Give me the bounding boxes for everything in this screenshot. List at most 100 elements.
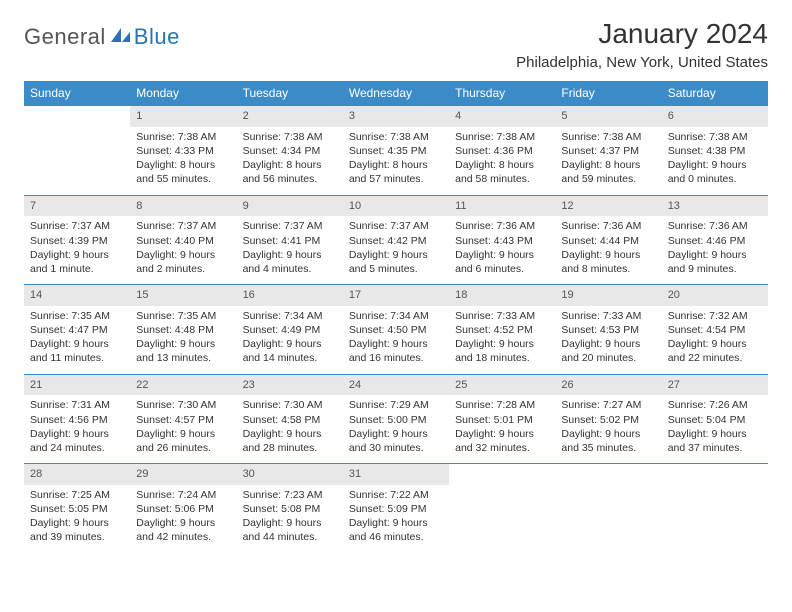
sunset-text: Sunset: 5:01 PM: [455, 413, 549, 427]
sunset-text: Sunset: 4:38 PM: [668, 144, 762, 158]
day-body: Sunrise: 7:36 AMSunset: 4:43 PMDaylight:…: [449, 216, 555, 284]
day-number: 14: [24, 285, 130, 306]
calendar-page: General Blue January 2024 Philadelphia, …: [0, 0, 792, 571]
day-cell: 21 Sunrise: 7:31 AMSunset: 4:56 PMDayligh…: [24, 374, 130, 464]
day-number: 23: [237, 375, 343, 396]
day-body: Sunrise: 7:38 AMSunset: 4:35 PMDaylight:…: [343, 127, 449, 195]
sunset-text: Sunset: 4:46 PM: [668, 234, 762, 248]
day-cell: 24Sunrise: 7:29 AMSunset: 5:00 PMDayligh…: [343, 374, 449, 464]
day-body: Sunrise: 7:25 AMSunset: 5:05 PMDaylight:…: [24, 485, 130, 553]
week-row: 7Sunrise: 7:37 AMSunset: 4:39 PMDaylight…: [24, 195, 768, 285]
daylight-text: Daylight: 9 hours and 24 minutes.: [30, 427, 124, 455]
sunrise-text: Sunrise: 7:29 AM: [349, 398, 443, 412]
sunrise-text: Sunrise: 7:26 AM: [668, 398, 762, 412]
sunrise-text: Sunrise: 7:30 AM: [243, 398, 337, 412]
day-cell: 2Sunrise: 7:38 AMSunset: 4:34 PMDaylight…: [237, 106, 343, 196]
day-body: Sunrise: 7:24 AMSunset: 5:06 PMDaylight:…: [130, 485, 236, 553]
day-number: 15: [130, 285, 236, 306]
logo: General Blue: [24, 24, 180, 50]
day-body: Sunrise: 7:27 AMSunset: 5:02 PMDaylight:…: [555, 395, 661, 463]
sunrise-text: Sunrise: 7:33 AM: [561, 309, 655, 323]
day-cell: [662, 464, 768, 553]
day-body: Sunrise: 7:34 AMSunset: 4:50 PMDaylight:…: [343, 306, 449, 374]
daylight-text: Daylight: 9 hours and 2 minutes.: [136, 248, 230, 276]
day-cell: 28Sunrise: 7:25 AMSunset: 5:05 PMDayligh…: [24, 464, 130, 553]
day-body: Sunrise: 7:36 AMSunset: 4:46 PMDaylight:…: [662, 216, 768, 284]
sunset-text: Sunset: 4:53 PM: [561, 323, 655, 337]
sunrise-text: Sunrise: 7:34 AM: [349, 309, 443, 323]
day-body: Sunrise: 7:37 AMSunset: 4:39 PMDaylight:…: [24, 216, 130, 284]
day-cell: 27Sunrise: 7:26 AMSunset: 5:04 PMDayligh…: [662, 374, 768, 464]
sunrise-text: Sunrise: 7:38 AM: [455, 130, 549, 144]
day-cell: 13Sunrise: 7:36 AMSunset: 4:46 PMDayligh…: [662, 195, 768, 285]
sunset-text: Sunset: 4:41 PM: [243, 234, 337, 248]
day-cell: 8Sunrise: 7:37 AMSunset: 4:40 PMDaylight…: [130, 195, 236, 285]
day-body: [449, 485, 555, 545]
day-cell: 10Sunrise: 7:37 AMSunset: 4:42 PMDayligh…: [343, 195, 449, 285]
sunrise-text: Sunrise: 7:24 AM: [136, 488, 230, 502]
sunset-text: Sunset: 4:48 PM: [136, 323, 230, 337]
daylight-text: Daylight: 9 hours and 16 minutes.: [349, 337, 443, 365]
day-number: 4: [449, 106, 555, 127]
day-body: [24, 127, 130, 187]
sunset-text: Sunset: 5:06 PM: [136, 502, 230, 516]
day-number: [662, 464, 768, 485]
daylight-text: Daylight: 9 hours and 37 minutes.: [668, 427, 762, 455]
day-number: 28: [24, 464, 130, 485]
day-body: Sunrise: 7:29 AMSunset: 5:00 PMDaylight:…: [343, 395, 449, 463]
day-cell: [24, 106, 130, 196]
sunset-text: Sunset: 4:58 PM: [243, 413, 337, 427]
daylight-text: Daylight: 9 hours and 22 minutes.: [668, 337, 762, 365]
day-body: Sunrise: 7:37 AMSunset: 4:42 PMDaylight:…: [343, 216, 449, 284]
sunset-text: Sunset: 4:33 PM: [136, 144, 230, 158]
day-body: [662, 485, 768, 545]
daylight-text: Daylight: 9 hours and 0 minutes.: [668, 158, 762, 186]
sunrise-text: Sunrise: 7:25 AM: [30, 488, 124, 502]
sunset-text: Sunset: 4:52 PM: [455, 323, 549, 337]
sunrise-text: Sunrise: 7:36 AM: [668, 219, 762, 233]
sunrise-text: Sunrise: 7:36 AM: [561, 219, 655, 233]
day-cell: 26Sunrise: 7:27 AMSunset: 5:02 PMDayligh…: [555, 374, 661, 464]
day-cell: 22Sunrise: 7:30 AMSunset: 4:57 PMDayligh…: [130, 374, 236, 464]
sunset-text: Sunset: 4:56 PM: [30, 413, 124, 427]
sunrise-text: Sunrise: 7:22 AM: [349, 488, 443, 502]
sunrise-text: Sunrise: 7:35 AM: [136, 309, 230, 323]
day-number: [24, 106, 130, 127]
day-number: 13: [662, 196, 768, 217]
daylight-text: Daylight: 9 hours and 11 minutes.: [30, 337, 124, 365]
sunset-text: Sunset: 4:42 PM: [349, 234, 443, 248]
daylight-text: Daylight: 8 hours and 55 minutes.: [136, 158, 230, 186]
daylight-text: Daylight: 9 hours and 46 minutes.: [349, 516, 443, 544]
day-number: 2: [237, 106, 343, 127]
sunset-text: Sunset: 4:35 PM: [349, 144, 443, 158]
day-cell: 4Sunrise: 7:38 AMSunset: 4:36 PMDaylight…: [449, 106, 555, 196]
day-body: Sunrise: 7:35 AMSunset: 4:48 PMDaylight:…: [130, 306, 236, 374]
sunset-text: Sunset: 4:39 PM: [30, 234, 124, 248]
sunrise-text: Sunrise: 7:38 AM: [561, 130, 655, 144]
day-cell: 5Sunrise: 7:38 AMSunset: 4:37 PMDaylight…: [555, 106, 661, 196]
day-cell: 16Sunrise: 7:34 AMSunset: 4:49 PMDayligh…: [237, 285, 343, 375]
day-cell: 25Sunrise: 7:28 AMSunset: 5:01 PMDayligh…: [449, 374, 555, 464]
daylight-text: Daylight: 9 hours and 30 minutes.: [349, 427, 443, 455]
sunrise-text: Sunrise: 7:34 AM: [243, 309, 337, 323]
sunrise-text: Sunrise: 7:31 AM: [30, 398, 124, 412]
sunset-text: Sunset: 4:34 PM: [243, 144, 337, 158]
day-number: 21: [24, 375, 130, 396]
day-cell: 19Sunrise: 7:33 AMSunset: 4:53 PMDayligh…: [555, 285, 661, 375]
day-body: Sunrise: 7:38 AMSunset: 4:38 PMDaylight:…: [662, 127, 768, 195]
day-cell: [449, 464, 555, 553]
day-cell: 9Sunrise: 7:37 AMSunset: 4:41 PMDaylight…: [237, 195, 343, 285]
sunset-text: Sunset: 4:44 PM: [561, 234, 655, 248]
day-cell: [555, 464, 661, 553]
logo-text-blue: Blue: [134, 24, 180, 50]
sunrise-text: Sunrise: 7:38 AM: [243, 130, 337, 144]
day-body: Sunrise: 7:37 AMSunset: 4:40 PMDaylight:…: [130, 216, 236, 284]
day-cell: 3Sunrise: 7:38 AMSunset: 4:35 PMDaylight…: [343, 106, 449, 196]
sunset-text: Sunset: 5:08 PM: [243, 502, 337, 516]
day-body: Sunrise: 7:38 AMSunset: 4:34 PMDaylight:…: [237, 127, 343, 195]
sunset-text: Sunset: 4:37 PM: [561, 144, 655, 158]
sunrise-text: Sunrise: 7:38 AM: [668, 130, 762, 144]
sunrise-text: Sunrise: 7:23 AM: [243, 488, 337, 502]
day-body: Sunrise: 7:28 AMSunset: 5:01 PMDaylight:…: [449, 395, 555, 463]
sunrise-text: Sunrise: 7:37 AM: [243, 219, 337, 233]
